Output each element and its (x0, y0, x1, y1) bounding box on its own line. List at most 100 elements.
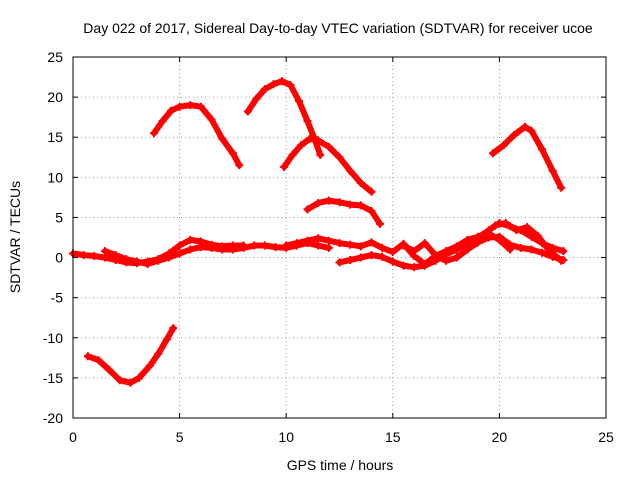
data-point-s9 (484, 226, 493, 235)
data-point-s6 (280, 162, 289, 171)
data-point-s2 (100, 247, 109, 256)
y-tick-label: 10 (47, 169, 63, 185)
data-point-s3 (196, 102, 205, 111)
data-point-s6 (305, 134, 314, 143)
data-point-s5 (294, 97, 303, 106)
data-point-s8 (356, 242, 365, 251)
data-point-s7 (303, 205, 312, 214)
data-point-s9 (559, 247, 568, 256)
x-tick-label: 15 (385, 429, 401, 445)
data-point-s5 (303, 117, 312, 126)
data-point-s1 (175, 241, 184, 250)
data-point-s2 (186, 245, 195, 254)
y-tick-label: 20 (47, 89, 63, 105)
data-point-s1 (186, 235, 195, 244)
data-point-s3 (150, 129, 159, 138)
data-point-s10 (520, 122, 529, 131)
data-point-s10 (510, 130, 519, 139)
data-point-s5 (260, 85, 269, 94)
data-point-s1 (90, 251, 99, 260)
data-point-s7 (376, 219, 385, 228)
data-point-s9 (346, 255, 355, 264)
data-point-s7 (346, 200, 355, 209)
data-point-s12 (463, 245, 472, 254)
data-point-s2 (228, 245, 237, 254)
data-point-s12 (538, 248, 547, 257)
data-point-s2 (260, 241, 269, 250)
y-tick-label: 0 (55, 250, 63, 266)
x-tick-label: 20 (492, 429, 508, 445)
series-line-s6 (281, 135, 375, 195)
y-tick-label: -15 (43, 370, 63, 386)
data-point-s12 (431, 251, 440, 260)
data-point-s7 (314, 199, 323, 208)
data-point-s12 (495, 232, 504, 241)
data-point-s3 (235, 161, 244, 170)
y-tick-label: -20 (43, 410, 63, 426)
data-point-s2 (164, 253, 173, 262)
data-point-s3 (158, 117, 167, 126)
data-point-s6 (314, 136, 323, 145)
data-point-s11 (533, 231, 542, 240)
data-point-s9 (335, 258, 344, 267)
data-point-s12 (474, 238, 483, 247)
data-point-s12 (442, 256, 451, 265)
data-point-s6 (335, 153, 344, 162)
data-point-s10 (499, 141, 508, 150)
data-point-s5 (277, 77, 286, 86)
data-point-s5 (286, 81, 295, 90)
series-line-s10 (490, 123, 565, 191)
y-tick-label: 5 (55, 209, 63, 225)
data-point-s5 (243, 107, 252, 116)
data-point-s7 (335, 198, 344, 207)
data-point-s6 (288, 150, 297, 159)
data-point-s4 (83, 352, 92, 361)
data-point-s2 (314, 241, 323, 250)
data-point-s3 (228, 149, 237, 158)
data-point-s8 (367, 238, 376, 247)
series-group (69, 77, 568, 387)
data-point-s12 (399, 241, 408, 250)
data-point-s8 (292, 239, 301, 248)
data-point-s12 (548, 252, 557, 261)
data-point-s12 (506, 240, 515, 249)
data-point-s4 (115, 376, 124, 385)
data-point-s6 (356, 178, 365, 187)
data-point-s2 (239, 243, 248, 252)
data-point-s8 (378, 243, 387, 252)
series-line-s5 (244, 78, 324, 158)
data-point-s4 (105, 365, 114, 374)
data-point-s5 (252, 94, 261, 103)
data-point-s9 (388, 257, 397, 266)
data-point-s12 (484, 233, 493, 242)
data-point-s9 (399, 261, 408, 270)
data-point-s8 (314, 234, 323, 243)
y-tick-label: 15 (47, 129, 63, 145)
data-point-s3 (167, 106, 176, 115)
data-point-s12 (527, 245, 536, 254)
data-point-s10 (557, 183, 566, 192)
data-point-s11 (491, 221, 500, 230)
data-point-s12 (559, 255, 568, 264)
y-tick-label: -5 (51, 290, 64, 306)
data-point-s10 (538, 145, 547, 154)
data-point-s9 (420, 261, 429, 270)
data-point-s12 (452, 253, 461, 262)
data-point-s2 (218, 245, 227, 254)
data-point-s5 (269, 80, 278, 89)
data-point-s6 (367, 187, 376, 196)
y-axis-label: SDTVAR / TECUs (7, 181, 23, 293)
x-tick-label: 10 (278, 429, 294, 445)
data-point-s9 (378, 252, 387, 261)
data-point-s4 (135, 373, 144, 382)
data-point-s8 (303, 236, 312, 245)
data-point-s4 (94, 356, 103, 365)
data-point-s7 (356, 201, 365, 210)
data-point-s4 (126, 378, 135, 387)
axis-ticks: 0 5 10 15 20 25 -20 -15 -10 -5 0 5 10 15 20 25 (43, 49, 614, 445)
data-point-s8 (282, 241, 291, 250)
y-tick-label: 25 (47, 49, 63, 65)
data-point-s2 (122, 255, 131, 264)
y-tick-label: -10 (43, 330, 63, 346)
